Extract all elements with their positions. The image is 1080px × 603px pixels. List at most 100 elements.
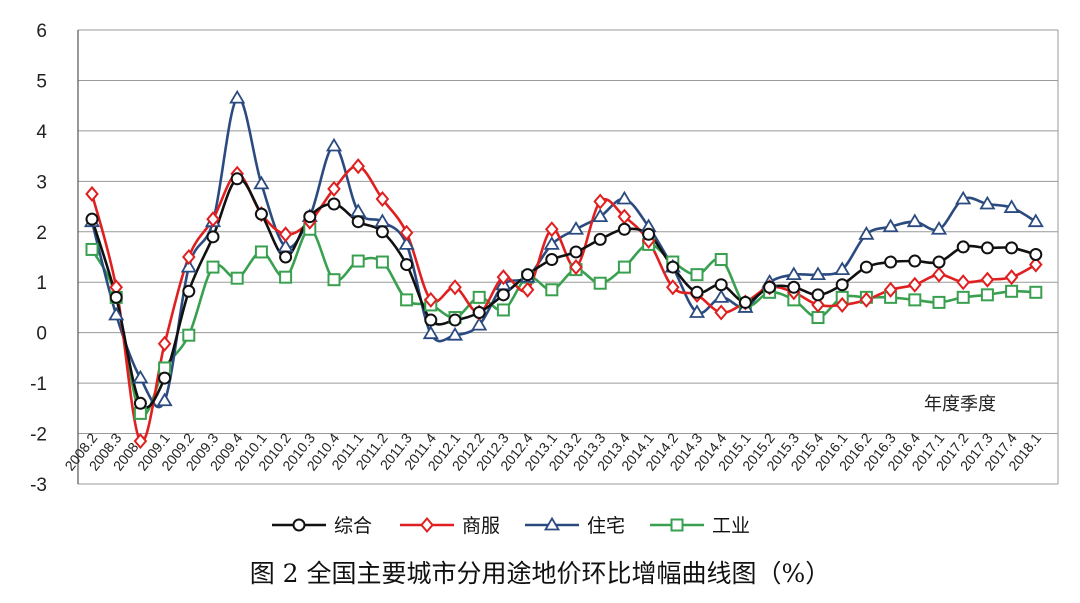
data-point (811, 288, 825, 302)
data-point (254, 245, 268, 259)
data-point (980, 241, 994, 255)
data-point (884, 255, 898, 269)
data-point (422, 325, 439, 340)
data-point (182, 284, 196, 298)
data-point (292, 518, 306, 532)
data-point (714, 278, 728, 292)
data-point (714, 304, 729, 321)
data-point (956, 240, 970, 254)
data-point (133, 396, 147, 410)
data-point (327, 273, 341, 287)
y-tick-label: 2 (36, 223, 47, 244)
data-point (303, 210, 317, 224)
data-point (206, 260, 220, 274)
data-point (835, 296, 850, 313)
data-point (206, 230, 220, 244)
data-point (109, 290, 123, 304)
data-point (423, 291, 438, 308)
series-markers (83, 89, 1044, 450)
data-point (955, 190, 972, 205)
data-point (472, 305, 486, 319)
data-point (670, 518, 684, 532)
data-point (254, 207, 268, 221)
data-point (545, 253, 559, 267)
data-point (229, 89, 246, 104)
data-point (230, 271, 244, 285)
data-point (834, 261, 851, 276)
data-point (1029, 285, 1043, 299)
data-point (420, 516, 434, 534)
data-point (738, 295, 752, 309)
y-tick-label: -3 (30, 475, 47, 496)
data-point (278, 226, 293, 243)
data-point (616, 190, 633, 205)
data-point (617, 260, 631, 274)
gridlines (77, 29, 1059, 485)
data-point (688, 304, 706, 318)
data-point (446, 326, 464, 341)
data-point (1029, 247, 1043, 261)
legend-label: 综合 (334, 515, 372, 537)
y-tick-label: 3 (36, 172, 47, 193)
data-point (763, 280, 777, 294)
data-point (375, 255, 389, 269)
data-point (809, 266, 827, 281)
data-point (399, 224, 414, 241)
data-point (545, 283, 559, 297)
data-point (424, 313, 438, 327)
data-point (471, 316, 488, 331)
data-point (327, 197, 341, 211)
data-point (932, 266, 946, 283)
data-point (956, 274, 971, 291)
data-point (496, 288, 510, 302)
data-point (690, 285, 704, 299)
data-point (859, 291, 874, 308)
data-point (253, 175, 270, 190)
data-point (400, 293, 414, 307)
data-point (351, 215, 365, 229)
data-point (543, 516, 561, 531)
series-lines (90, 96, 1037, 443)
data-point (448, 279, 462, 296)
y-tick-label: 1 (36, 273, 47, 294)
data-point (787, 280, 801, 294)
legend: 综合 商服 住宅 工业 (272, 515, 750, 537)
y-axis: 6 5 4 3 2 1 0 -1 -2 -3 (30, 21, 47, 496)
y-tick-label: -1 (30, 374, 47, 395)
data-point (690, 268, 704, 282)
data-point (230, 172, 244, 186)
data-point (375, 225, 389, 239)
data-point (133, 433, 148, 450)
data-point (956, 290, 970, 304)
data-point (666, 260, 680, 274)
data-point (811, 296, 825, 313)
y-tick-label: 4 (36, 122, 47, 143)
x-axis-label: 年度季度 (924, 394, 996, 415)
data-point (108, 306, 125, 321)
data-point (665, 279, 680, 296)
data-point (713, 289, 730, 303)
data-point (496, 303, 510, 317)
data-point (980, 288, 994, 302)
data-point (569, 245, 583, 259)
data-point (85, 185, 99, 202)
data-point (472, 290, 486, 304)
data-point (132, 369, 149, 384)
data-point (811, 311, 825, 325)
y-tick-label: -2 (30, 425, 47, 446)
data-point (592, 208, 609, 223)
y-tick-label: 5 (36, 71, 47, 92)
data-point (980, 271, 995, 288)
data-point (858, 226, 875, 240)
data-point (158, 371, 172, 385)
data-point (279, 270, 293, 284)
data-point (714, 253, 728, 267)
data-point (85, 242, 99, 256)
data-point (882, 218, 899, 233)
data-point (569, 259, 583, 276)
data-point (182, 328, 196, 342)
data-point (785, 266, 802, 281)
data-point (375, 190, 390, 208)
data-point (1004, 269, 1019, 286)
data-point (979, 195, 996, 210)
